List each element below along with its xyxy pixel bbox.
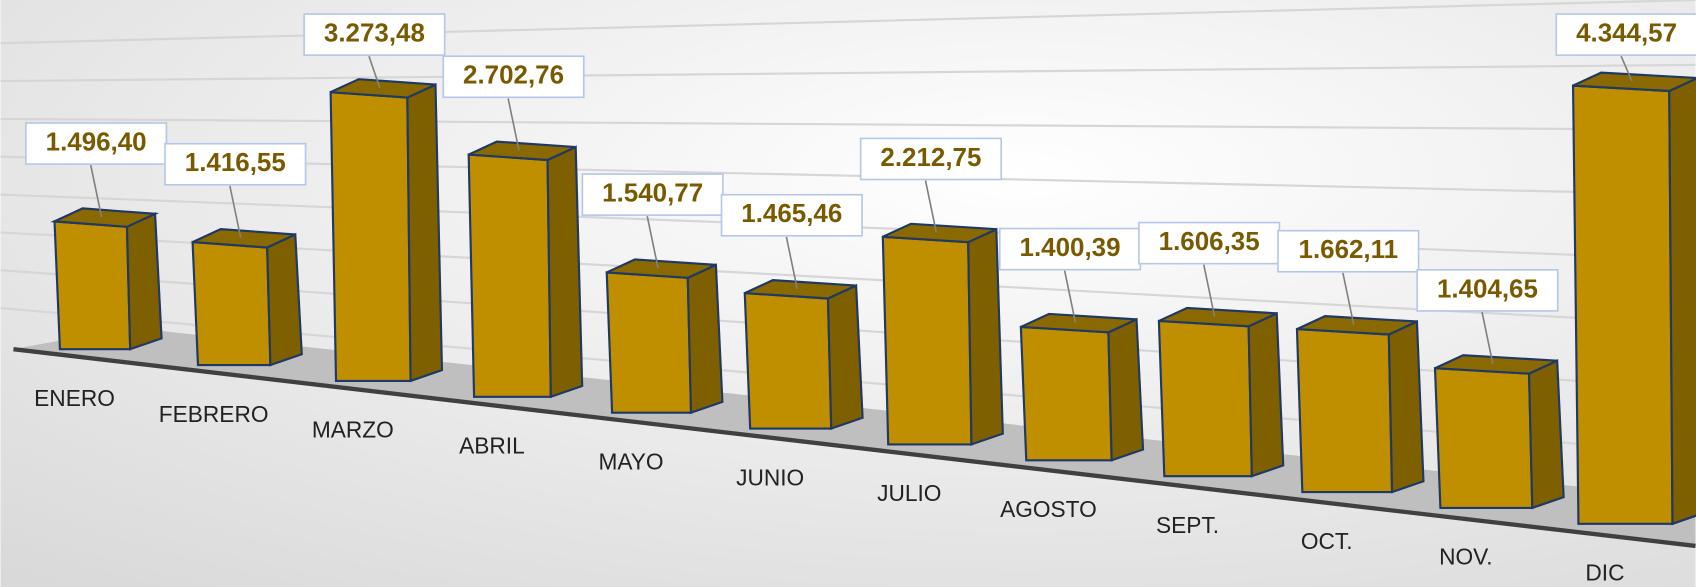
bar-side bbox=[1668, 77, 1696, 526]
value-label: 2.702,76 bbox=[463, 62, 564, 90]
value-label: 4.344,57 bbox=[1576, 19, 1677, 47]
bar-front bbox=[1019, 325, 1113, 462]
x-tick-label: FEBRERO bbox=[159, 401, 269, 427]
value-label: 1.416,55 bbox=[185, 149, 286, 177]
bar bbox=[1571, 71, 1696, 526]
value-label: 1.465,46 bbox=[741, 200, 842, 228]
bar bbox=[881, 222, 1004, 446]
x-tick-label: SEPT. bbox=[1156, 512, 1219, 538]
bar-front bbox=[53, 220, 132, 351]
bar-front bbox=[329, 91, 412, 383]
leader-line bbox=[1202, 264, 1216, 317]
bar-side bbox=[1387, 319, 1425, 494]
bar bbox=[329, 78, 444, 383]
bar bbox=[191, 228, 303, 367]
bar-top bbox=[192, 228, 296, 249]
bar-side bbox=[1527, 359, 1565, 510]
bar-front bbox=[881, 235, 973, 446]
label-box bbox=[998, 227, 1142, 271]
leader-line bbox=[507, 98, 520, 151]
bar-top bbox=[468, 140, 577, 162]
value-label: 2.212,75 bbox=[880, 144, 981, 172]
bar-side bbox=[686, 263, 724, 415]
bar-top bbox=[50, 207, 160, 228]
bar bbox=[605, 258, 724, 415]
leader-line bbox=[1481, 311, 1494, 365]
x-tick-label: MARZO bbox=[312, 417, 394, 443]
leader-line bbox=[1063, 270, 1077, 323]
bar bbox=[50, 207, 163, 351]
bar-front bbox=[1571, 84, 1674, 525]
leader-line bbox=[229, 185, 242, 238]
label-box bbox=[164, 142, 307, 186]
bar-top bbox=[1296, 315, 1418, 336]
leader-line bbox=[368, 55, 381, 89]
x-tick-label: AGOSTO bbox=[1000, 496, 1097, 522]
bar bbox=[1433, 354, 1565, 510]
x-tick-label: NOV. bbox=[1439, 544, 1492, 570]
bar-front bbox=[467, 153, 552, 398]
x-tick-label: ENERO bbox=[34, 385, 115, 411]
bar-top bbox=[1158, 306, 1278, 328]
bar-top bbox=[606, 258, 717, 279]
bar-side bbox=[967, 227, 1004, 446]
bar-top bbox=[882, 222, 997, 244]
bar-top bbox=[1434, 354, 1558, 375]
x-tick-label: JUNIO bbox=[736, 464, 804, 490]
value-label: 1.496,40 bbox=[46, 128, 147, 156]
x-tick-label: DIC bbox=[1585, 560, 1624, 586]
value-label: 1.400,39 bbox=[1020, 234, 1121, 262]
label-box bbox=[1416, 269, 1559, 312]
leader-line bbox=[1620, 55, 1633, 82]
label-box bbox=[442, 55, 585, 99]
bar bbox=[1295, 315, 1425, 494]
leader-line bbox=[646, 216, 659, 269]
x-tick-label: OCT. bbox=[1301, 528, 1353, 554]
bar bbox=[1157, 306, 1285, 478]
leader-line bbox=[924, 180, 938, 233]
floor bbox=[13, 327, 1696, 546]
bar-top bbox=[1020, 312, 1137, 334]
bar-side bbox=[546, 145, 584, 399]
leader-line bbox=[1342, 272, 1355, 325]
bar-side bbox=[826, 283, 864, 431]
floor-edge bbox=[13, 347, 1696, 549]
bar-side bbox=[266, 232, 303, 367]
bar-side bbox=[406, 82, 444, 383]
bar-front bbox=[1295, 327, 1394, 494]
bar-top bbox=[744, 279, 857, 300]
bar-side bbox=[1247, 311, 1285, 478]
bar bbox=[467, 140, 584, 399]
bar bbox=[1019, 312, 1145, 462]
label-box bbox=[859, 137, 1002, 181]
bar-front bbox=[191, 240, 272, 367]
label-box bbox=[1277, 229, 1420, 273]
bar-top bbox=[330, 78, 436, 99]
value-label: 1.540,77 bbox=[602, 179, 703, 207]
value-label: 1.404,65 bbox=[1437, 275, 1538, 303]
leader-line bbox=[89, 164, 103, 218]
bar-front bbox=[1157, 319, 1253, 478]
value-label: 1.662,11 bbox=[1299, 236, 1399, 264]
value-label: 3.273,48 bbox=[324, 19, 425, 47]
x-tick-label: MAYO bbox=[598, 448, 663, 474]
bar-front bbox=[605, 271, 693, 414]
bar-top bbox=[1572, 71, 1696, 93]
label-box bbox=[720, 193, 863, 237]
bar-front bbox=[743, 291, 833, 430]
x-tick-label: JULIO bbox=[877, 480, 941, 506]
x-tick-label: ABRIL bbox=[459, 433, 525, 459]
bar bbox=[743, 279, 864, 431]
label-box bbox=[303, 13, 446, 56]
label-box bbox=[1555, 13, 1696, 56]
leader-line bbox=[785, 236, 798, 289]
bar-side bbox=[125, 212, 163, 351]
bar-front bbox=[1433, 367, 1534, 510]
value-label: 1.606,35 bbox=[1159, 228, 1260, 256]
bar-side bbox=[1107, 317, 1145, 462]
